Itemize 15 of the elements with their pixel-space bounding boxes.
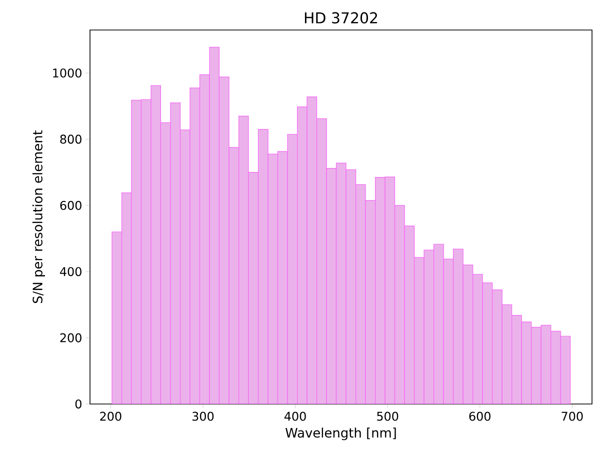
- x-tick-label: 700: [562, 412, 583, 421]
- y-tick-label: 800: [60, 134, 82, 144]
- x-axis-title: Wavelength [nm]: [286, 428, 396, 440]
- x-tick-label: 500: [377, 412, 398, 421]
- y-tick-label: 200: [60, 333, 82, 342]
- x-tick-label: 200: [100, 412, 122, 421]
- y-tick-label: 400: [60, 267, 82, 276]
- y-axis-title: S/N per resolution element: [32, 130, 45, 304]
- x-tick-label: 300: [192, 412, 214, 421]
- y-tick-label: 0: [75, 399, 82, 409]
- x-tick-label: 600: [469, 412, 490, 421]
- x-tick-label: 400: [284, 412, 306, 421]
- y-tick-label: 1000: [53, 68, 82, 78]
- y-tick-label: 600: [60, 200, 82, 210]
- chart-title: HD 37202: [304, 12, 378, 24]
